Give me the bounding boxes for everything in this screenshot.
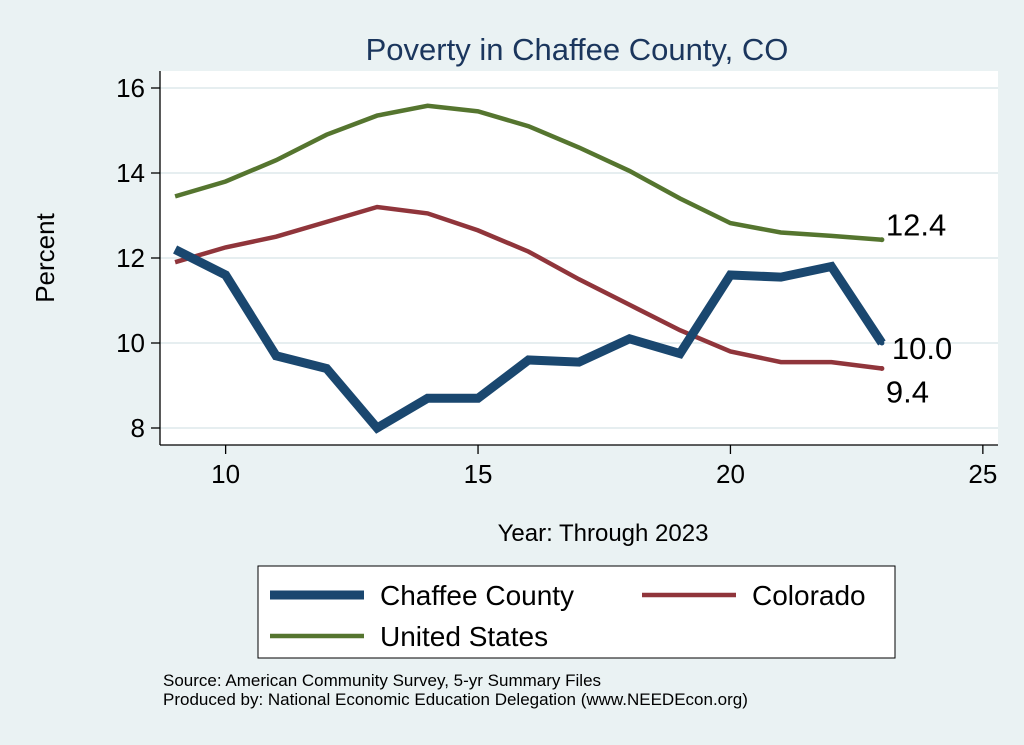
series-line-colorado: [174, 204, 883, 371]
y-tick-label: 10: [116, 328, 145, 358]
end-labels: 10.0 9.4 12.4: [886, 208, 952, 410]
series-line-chaffee-county: [173, 245, 886, 434]
series-lines: [173, 103, 886, 434]
legend: Chaffee County Colorado United States: [257, 565, 896, 659]
axes: 8 10 12 14 16 10 15 20 25: [116, 71, 998, 489]
end-label: 9.4: [886, 375, 929, 410]
chart-title: Poverty in Chaffee County, CO: [366, 32, 789, 67]
legend-box: [257, 565, 896, 659]
series-endpoint: [879, 340, 885, 346]
x-tick-label: 20: [716, 459, 745, 489]
x-tick-label: 10: [211, 459, 240, 489]
producer-note: Produced by: National Economic Education…: [163, 690, 748, 709]
y-tick-label: 12: [116, 243, 145, 273]
source-note: Source: American Community Survey, 5-yr …: [163, 671, 602, 690]
y-axis-label: Percent: [30, 212, 60, 302]
legend-label: United States: [380, 621, 548, 652]
y-tick-label: 14: [116, 158, 145, 188]
series-line-united-states: [174, 103, 883, 242]
gridlines: [160, 87, 998, 429]
legend-label: Chaffee County: [380, 580, 574, 611]
series-endpoint: [879, 237, 885, 243]
end-label: 10.0: [892, 331, 952, 366]
x-tick-label: 25: [968, 459, 997, 489]
y-tick-label: 8: [131, 413, 145, 443]
end-label: 12.4: [886, 208, 946, 243]
series-endpoint: [879, 366, 885, 371]
y-tick-label: 16: [116, 73, 145, 103]
poverty-chart: Poverty in Chaffee County, CO 8 10 12 14 16 1…: [30, 32, 998, 659]
legend-label: Colorado: [752, 580, 866, 611]
x-tick-label: 15: [464, 459, 493, 489]
x-axis-label: Year: Through 2023: [498, 520, 709, 547]
